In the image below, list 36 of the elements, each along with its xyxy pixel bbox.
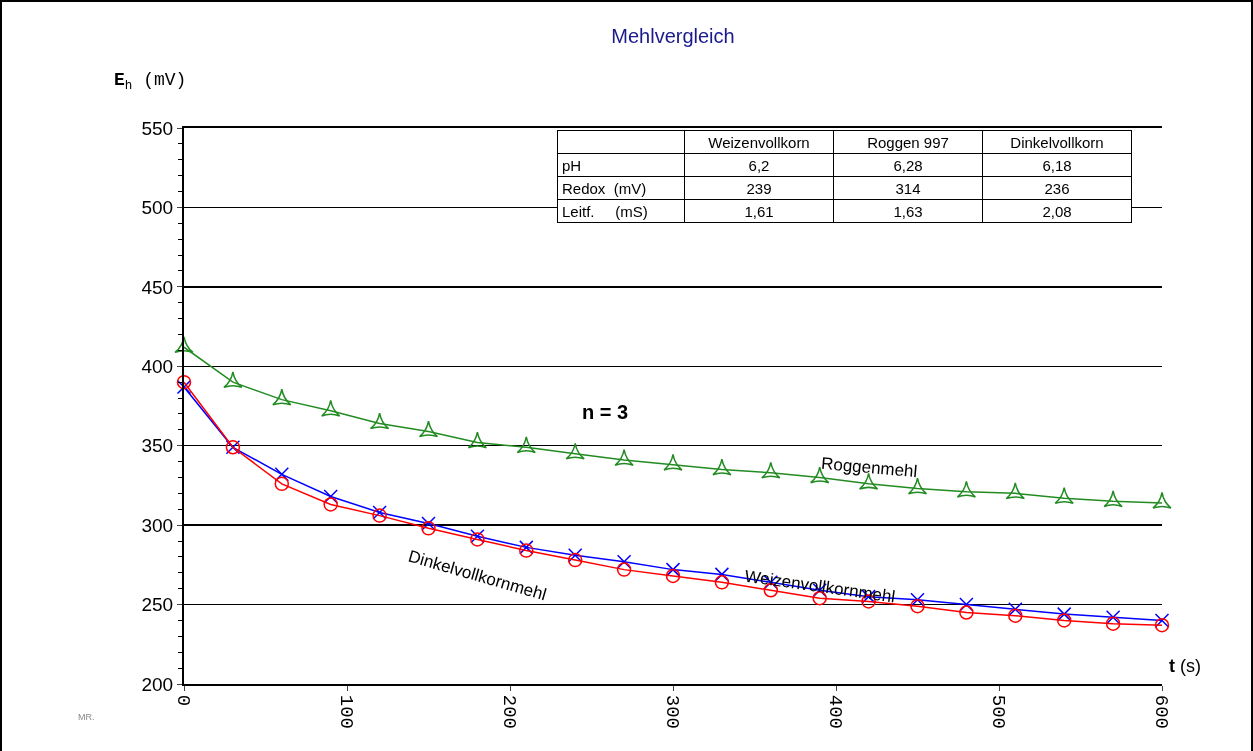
y-tick-label: 500 <box>141 197 174 219</box>
x-tick-label: 100 <box>334 694 357 730</box>
x-tick-label: 300 <box>660 694 683 730</box>
y-tick-label: 200 <box>141 673 174 695</box>
annotation: Weizenvollkorn <box>684 130 834 154</box>
annotation: 236 <box>982 176 1132 200</box>
x-tick-label: 500 <box>986 694 1009 730</box>
annotation: 1,63 <box>833 199 983 223</box>
annotation: 6,2 <box>684 153 834 177</box>
chart-title: Mehlvergleich <box>611 24 735 47</box>
y-tick-label: 300 <box>141 514 174 536</box>
series-label: Roggenmehl <box>820 453 919 482</box>
y-tick-label: 450 <box>141 276 174 298</box>
annotation: 2,08 <box>982 199 1132 223</box>
annotation: 1,61 <box>684 199 834 223</box>
annotation: Leitf. (mS) <box>557 199 685 223</box>
annotation: 6,28 <box>833 153 983 177</box>
annotation: pH <box>557 153 685 177</box>
annotation: Roggen 997 <box>833 130 983 154</box>
y-tick-label: 550 <box>141 117 174 139</box>
annotation: Dinkelvollkorn <box>982 130 1132 154</box>
annotation: 314 <box>833 176 983 200</box>
annotation: 6,18 <box>982 153 1132 177</box>
text: MR. <box>78 712 95 722</box>
x-tick-label: 200 <box>497 694 520 730</box>
y-tick-label: 250 <box>141 594 174 616</box>
x-tick-label: 600 <box>1149 694 1172 730</box>
y-tick-label: 350 <box>141 435 174 457</box>
y-axis-title: E$_{h}$ (mV) <box>114 70 187 93</box>
annotation: 239 <box>684 176 834 200</box>
annotation: n = 3 <box>582 401 629 423</box>
x-tick-label: 0 <box>171 694 194 707</box>
annotation: Redox (mV) <box>557 176 685 200</box>
x-tick-label: 400 <box>823 694 846 730</box>
y-tick-label: 400 <box>141 355 174 377</box>
x-axis-title: t (s) <box>1169 656 1201 676</box>
